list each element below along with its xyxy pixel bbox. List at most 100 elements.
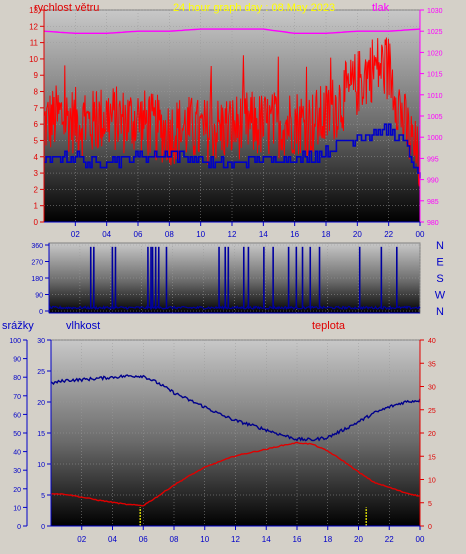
- pressure-ytick-label: 990: [427, 178, 439, 185]
- temp-xtick-label: 04: [108, 535, 117, 544]
- temp-xtick-label: 12: [231, 535, 240, 544]
- wind-ytick-label: 2: [34, 185, 39, 194]
- temp-xtick-label: 22: [385, 535, 394, 544]
- wind-axes: 0123456789101112139809859909951000100510…: [29, 6, 443, 239]
- temperature-label: teplota: [312, 320, 346, 332]
- pressure-ytick-label: 980: [427, 220, 439, 227]
- pressure-ytick-label: 1025: [427, 29, 443, 36]
- wind-ytick-label: 1: [34, 202, 39, 211]
- rain-ytick-label: 50: [13, 431, 21, 438]
- wind-xtick-label: 20: [353, 230, 362, 239]
- direction-ytick-label: 360: [31, 243, 43, 250]
- rain-ytick-label: 100: [9, 338, 21, 345]
- temp-xtick-label: 08: [170, 535, 179, 544]
- temp-xtick-label: 10: [200, 535, 209, 544]
- wind-ytick-label: 3: [34, 169, 39, 178]
- humidity-line: [50, 374, 421, 442]
- rain-ytick-label: 10: [13, 505, 21, 512]
- wind-average-line: [44, 123, 421, 179]
- compass-letter: S: [436, 273, 443, 285]
- pressure-ytick-label: 1010: [427, 93, 443, 100]
- temp-ytick-label: 10: [428, 478, 436, 485]
- wind-xtick-label: 12: [228, 230, 237, 239]
- wind-ytick-label: 0: [34, 218, 39, 227]
- wind-ytick-label: 5: [34, 136, 39, 145]
- pressure-ytick-label: 1020: [427, 50, 443, 57]
- temp-grid: [51, 339, 421, 527]
- rain-label: srážky: [2, 320, 34, 332]
- direction-line: [48, 305, 421, 311]
- rain-ytick-label: 40: [13, 450, 21, 457]
- humidity-ytick-label: 15: [37, 431, 45, 438]
- temp-ytick-label: 35: [428, 361, 436, 368]
- humidity-ytick-label: 25: [37, 369, 45, 376]
- pressure-line: [43, 28, 421, 34]
- temp-ytick-label: 30: [428, 385, 436, 392]
- temp-ytick-label: 20: [428, 431, 436, 438]
- direction-ytick-label: 90: [35, 293, 43, 300]
- wind-ytick-label: 13: [29, 6, 38, 15]
- direction-axes: 0 90 180 270 360: [31, 243, 420, 316]
- wind-series: [43, 28, 421, 187]
- wind-ytick-label: 4: [34, 153, 39, 162]
- temp-xtick-label: 02: [77, 535, 86, 544]
- wind-xtick-label: 04: [102, 230, 111, 239]
- humidity-ytick-label: 0: [41, 524, 45, 531]
- temp-xtick-label: 06: [139, 535, 148, 544]
- wind-ytick-label: 8: [34, 88, 39, 97]
- direction-grid: [49, 243, 421, 313]
- temp-ytick-label: 25: [428, 408, 436, 415]
- compass-letter: W: [435, 290, 446, 302]
- wind-xtick-label: 10: [196, 230, 205, 239]
- humidity-ytick-label: 10: [37, 462, 45, 469]
- wind-xtick-label: 14: [259, 230, 268, 239]
- pressure-ytick-label: 1030: [427, 8, 443, 15]
- direction-ytick-label: 180: [31, 276, 43, 283]
- rain-ytick-label: 30: [13, 468, 21, 475]
- pressure-ytick-label: 985: [427, 199, 439, 206]
- pressure-label: tlak: [372, 2, 390, 14]
- wind-ytick-label: 9: [34, 71, 39, 80]
- wind-ytick-label: 6: [34, 120, 39, 129]
- temperature-line: [51, 441, 420, 507]
- temp-xtick-label: 18: [323, 535, 332, 544]
- temp-xtick-label: 00: [416, 535, 425, 544]
- wind-ytick-label: 12: [29, 22, 38, 31]
- wind-xtick-label: 00: [416, 230, 425, 239]
- wind-ytick-label: 11: [30, 39, 39, 48]
- wind-xtick-label: 22: [384, 230, 393, 239]
- wind-ytick-label: 7: [34, 104, 39, 113]
- compass-letter: E: [436, 257, 443, 269]
- rain-ytick-label: 60: [13, 412, 21, 419]
- rain-ytick-label: 20: [13, 487, 21, 494]
- graph-title: 24 hour graph day : 08.May 2023: [173, 2, 335, 14]
- temp-ytick-label: 40: [428, 338, 436, 345]
- direction-series: [48, 246, 421, 311]
- humidity-ytick-label: 5: [41, 493, 45, 500]
- rain-ytick-label: 80: [13, 375, 21, 382]
- wind-speed-label: rychlost větru: [34, 2, 99, 14]
- rain-ytick-label: 90: [13, 357, 21, 364]
- humidity-ytick-label: 30: [37, 338, 45, 345]
- temp-ytick-label: 0: [428, 524, 432, 531]
- humidity-ytick-label: 20: [37, 400, 45, 407]
- wind-xtick-label: 16: [290, 230, 299, 239]
- wind-ytick-label: 10: [29, 55, 38, 64]
- temp-ytick-label: 5: [428, 501, 432, 508]
- pressure-ytick-label: 1000: [427, 135, 443, 142]
- pressure-ytick-label: 995: [427, 156, 439, 163]
- pressure-ytick-label: 1015: [427, 72, 443, 79]
- temp-xtick-label: 16: [293, 535, 302, 544]
- temp-xtick-label: 20: [354, 535, 363, 544]
- compass-letter: N: [436, 306, 444, 318]
- temp-xtick-label: 14: [262, 535, 271, 544]
- wind-xtick-label: 08: [165, 230, 174, 239]
- compass-letter: N: [436, 240, 444, 252]
- temp-axes: 0510152025300102030405060708090100051015…: [9, 338, 436, 544]
- wind-xtick-label: 18: [322, 230, 331, 239]
- wind-speed-line: [43, 37, 421, 187]
- direction-ytick-label: 0: [39, 309, 43, 316]
- rain-ytick-label: 70: [13, 394, 21, 401]
